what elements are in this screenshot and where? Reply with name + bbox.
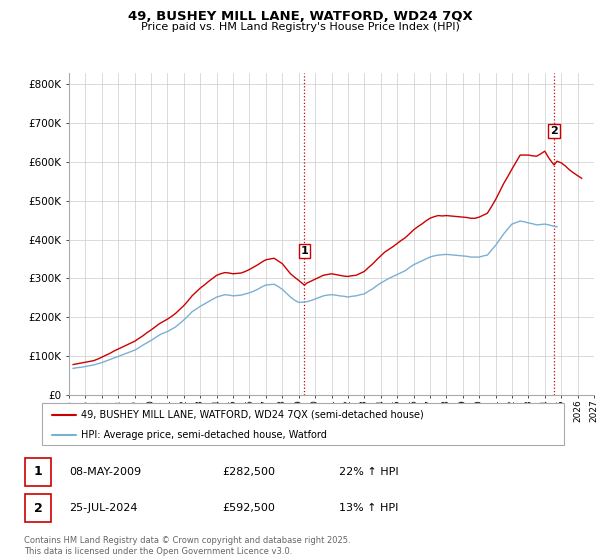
Text: 2: 2 (34, 502, 43, 515)
Text: £282,500: £282,500 (222, 467, 275, 477)
Text: 2: 2 (550, 126, 558, 136)
Text: 49, BUSHEY MILL LANE, WATFORD, WD24 7QX (semi-detached house): 49, BUSHEY MILL LANE, WATFORD, WD24 7QX … (81, 410, 424, 420)
Text: 1: 1 (301, 246, 308, 256)
Text: Price paid vs. HM Land Registry's House Price Index (HPI): Price paid vs. HM Land Registry's House … (140, 22, 460, 32)
Text: 49, BUSHEY MILL LANE, WATFORD, WD24 7QX: 49, BUSHEY MILL LANE, WATFORD, WD24 7QX (128, 10, 472, 23)
Text: 22% ↑ HPI: 22% ↑ HPI (339, 467, 398, 477)
Text: £592,500: £592,500 (222, 503, 275, 513)
Text: 1: 1 (34, 465, 43, 478)
FancyBboxPatch shape (25, 458, 52, 486)
Text: 25-JUL-2024: 25-JUL-2024 (69, 503, 137, 513)
FancyBboxPatch shape (25, 494, 52, 522)
Text: HPI: Average price, semi-detached house, Watford: HPI: Average price, semi-detached house,… (81, 430, 327, 440)
Text: Contains HM Land Registry data © Crown copyright and database right 2025.
This d: Contains HM Land Registry data © Crown c… (24, 536, 350, 556)
Text: 08-MAY-2009: 08-MAY-2009 (69, 467, 141, 477)
Text: 13% ↑ HPI: 13% ↑ HPI (339, 503, 398, 513)
FancyBboxPatch shape (42, 403, 564, 445)
